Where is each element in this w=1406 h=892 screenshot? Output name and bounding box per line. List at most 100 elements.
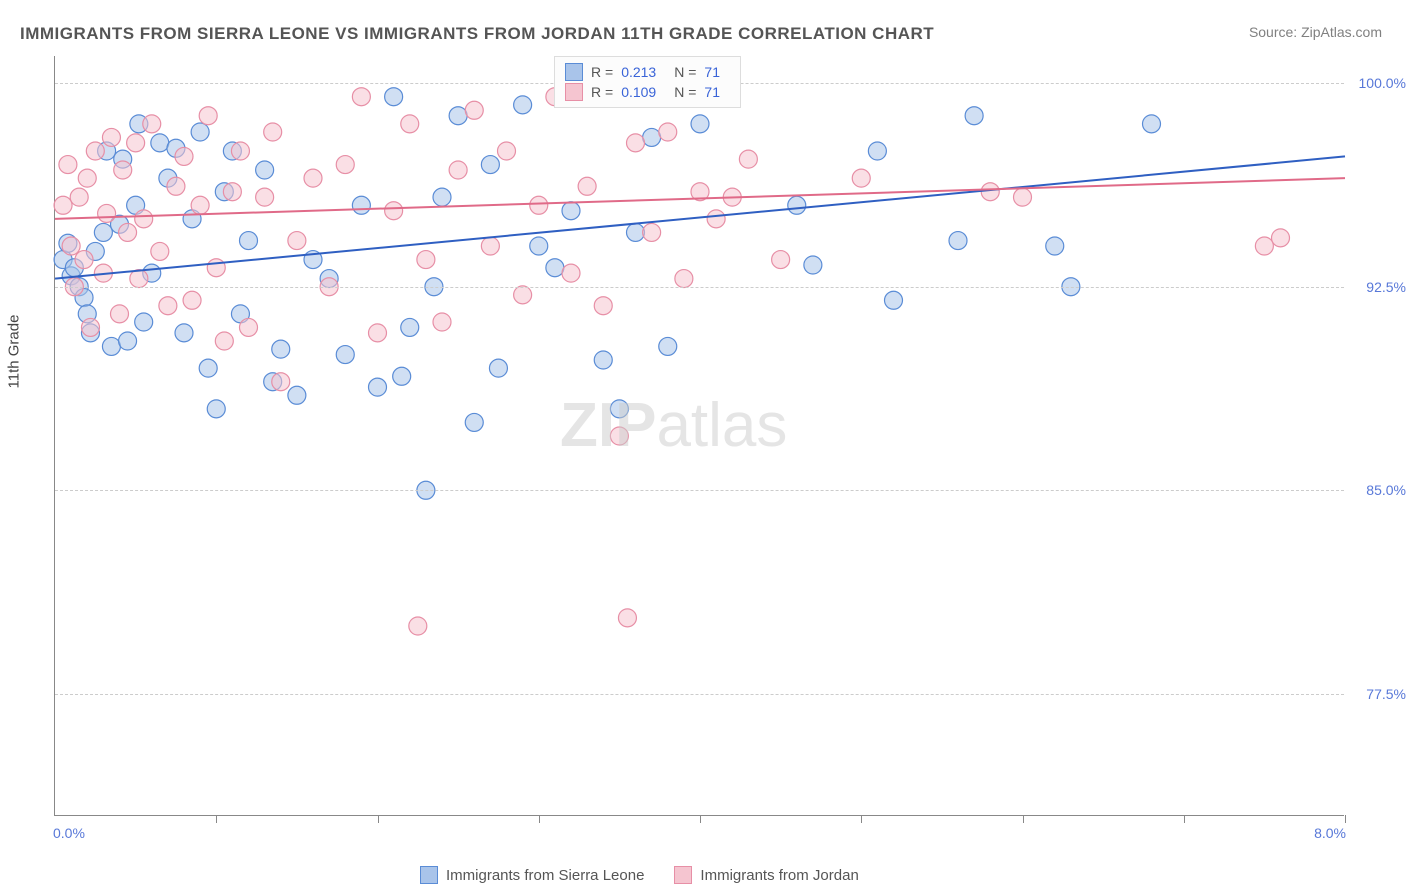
scatter-point [62,237,80,255]
scatter-point [885,291,903,309]
legend-row: R = 0.109N = 71 [565,83,730,101]
scatter-point [594,297,612,315]
scatter-point [594,351,612,369]
scatter-point [75,251,93,269]
scatter-point [610,427,628,445]
scatter-point [240,232,258,250]
scatter-point [111,305,129,323]
scatter-svg [55,56,1344,815]
scatter-point [114,161,132,179]
scatter-point [78,169,96,187]
scatter-point [288,386,306,404]
x-tick [539,815,540,823]
scatter-point [514,286,532,304]
scatter-point [481,237,499,255]
legend-swatch [674,866,692,884]
n-value: 71 [704,84,720,100]
scatter-point [739,150,757,168]
scatter-point [199,107,217,125]
scatter-point [465,413,483,431]
scatter-point [691,115,709,133]
scatter-point [207,400,225,418]
scatter-point [417,251,435,269]
scatter-point [143,115,161,133]
x-max-label: 8.0% [1314,825,1346,841]
scatter-point [449,161,467,179]
regression-line [55,156,1345,278]
scatter-point [159,297,177,315]
scatter-point [981,183,999,201]
scatter-point [94,223,112,241]
scatter-point [627,134,645,152]
gridline [55,694,1344,695]
scatter-point [102,128,120,146]
series-name: Immigrants from Sierra Leone [446,867,644,884]
scatter-point [618,609,636,627]
scatter-point [1255,237,1273,255]
r-value: 0.213 [621,64,656,80]
scatter-point [465,101,483,119]
scatter-point [215,332,233,350]
scatter-point [707,210,725,228]
scatter-point [199,359,217,377]
scatter-point [578,177,596,195]
scatter-point [207,259,225,277]
y-axis-title: 11th Grade [6,315,23,389]
scatter-point [788,196,806,214]
scatter-point [119,223,137,241]
scatter-point [530,237,548,255]
scatter-point [530,196,548,214]
scatter-point [393,367,411,385]
scatter-point [675,270,693,288]
gridline [55,287,1344,288]
scatter-point [401,115,419,133]
scatter-point [385,202,403,220]
scatter-point [191,123,209,141]
n-label: N = [674,64,696,80]
series-name: Immigrants from Jordan [700,867,858,884]
y-tick-label: 77.5% [1366,686,1406,702]
footer-legend-item: Immigrants from Jordan [674,866,858,884]
scatter-point [1143,115,1161,133]
scatter-point [409,617,427,635]
scatter-point [433,188,451,206]
scatter-point [240,318,258,336]
scatter-point [949,232,967,250]
scatter-point [102,337,120,355]
gridline [55,490,1344,491]
r-label: R = [591,64,613,80]
scatter-point [659,337,677,355]
scatter-point [643,128,661,146]
scatter-point [369,324,387,342]
scatter-point [151,134,169,152]
scatter-point [256,161,274,179]
scatter-point [514,96,532,114]
x-tick [1345,815,1346,823]
scatter-point [352,196,370,214]
scatter-point [127,134,145,152]
scatter-point [183,291,201,309]
scatter-point [610,400,628,418]
scatter-point [191,196,209,214]
chart-plot-area: 77.5%85.0%92.5%100.0%0.0%8.0% [54,56,1344,816]
scatter-point [965,107,983,125]
x-tick [861,815,862,823]
scatter-point [336,156,354,174]
scatter-point [352,88,370,106]
scatter-point [175,324,193,342]
r-label: R = [591,84,613,100]
scatter-point [449,107,467,125]
scatter-point [272,340,290,358]
scatter-point [433,313,451,331]
scatter-point [489,359,507,377]
scatter-point [627,223,645,241]
scatter-point [264,123,282,141]
scatter-point [852,169,870,187]
scatter-point [288,232,306,250]
scatter-point [1014,188,1032,206]
source-label: Source: ZipAtlas.com [1249,24,1382,40]
legend-row: R = 0.213N = 71 [565,63,730,81]
chart-title: IMMIGRANTS FROM SIERRA LEONE VS IMMIGRAN… [20,24,934,44]
scatter-point [151,242,169,260]
scatter-point [86,142,104,160]
